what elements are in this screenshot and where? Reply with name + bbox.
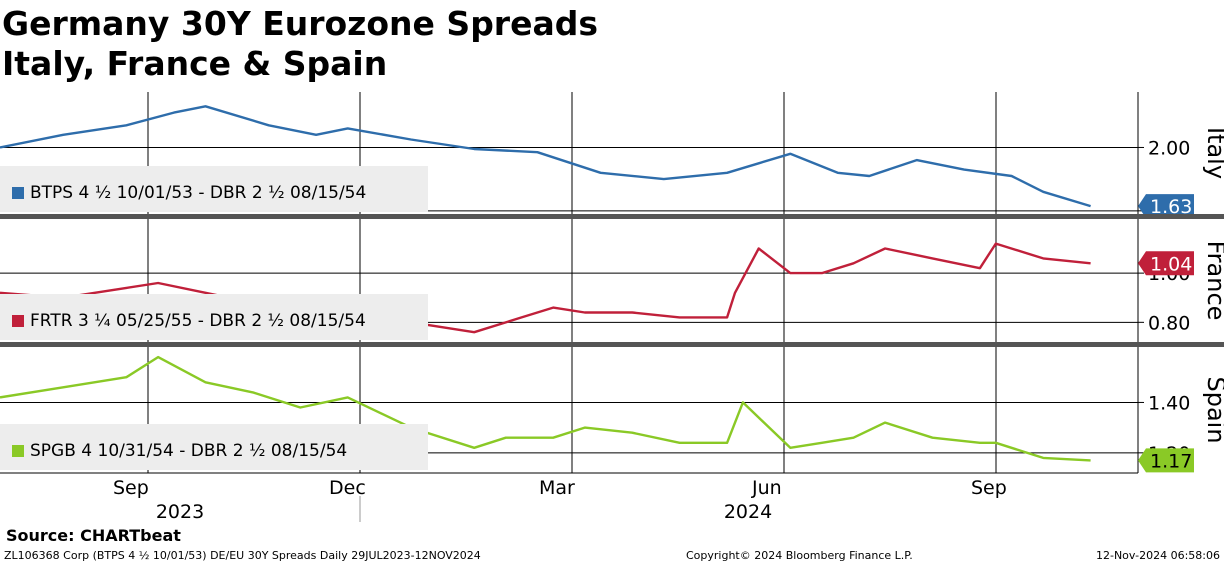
legend-label: FRTR 3 ¼ 05/25/55 - DBR 2 ½ 08/15/54 bbox=[30, 311, 366, 331]
y-tick-label: 2.00 bbox=[1148, 137, 1190, 159]
last-value-tag bbox=[1138, 251, 1194, 276]
panel-separator bbox=[0, 342, 1224, 347]
panel-separator bbox=[0, 214, 1224, 219]
legend-box bbox=[0, 166, 428, 212]
panel-name: France bbox=[1202, 241, 1224, 321]
x-year-label: 2024 bbox=[724, 501, 772, 523]
series-line-spain bbox=[0, 355, 1091, 462]
x-month-label: Jun bbox=[751, 477, 782, 499]
last-value-label: 1.04 bbox=[1150, 253, 1192, 275]
footer-timestamp: 12-Nov-2024 06:58:06 bbox=[1095, 549, 1220, 562]
last-value-tag bbox=[1138, 194, 1194, 219]
legend-box bbox=[0, 424, 428, 470]
footer-security-info: ZL106368 Corp (BTPS 4 ½ 10/01/53) DE/EU … bbox=[4, 549, 481, 562]
last-value-tag bbox=[1138, 448, 1194, 473]
last-value-label: 1.17 bbox=[1150, 450, 1192, 472]
legend-swatch bbox=[12, 187, 24, 199]
panel-name: Italy bbox=[1202, 127, 1224, 179]
footer-copyright: Copyright© 2024 Bloomberg Finance L.P. bbox=[686, 549, 913, 562]
panel-spain: 1.401.20SPGB 4 10/31/54 - DBR 2 ½ 08/15/… bbox=[0, 347, 1224, 473]
last-value-label: 1.63 bbox=[1150, 196, 1192, 218]
legend-label: SPGB 4 10/31/54 - DBR 2 ½ 08/15/54 bbox=[30, 441, 347, 461]
legend-label: BTPS 4 ½ 10/01/53 - DBR 2 ½ 08/15/54 bbox=[30, 183, 366, 203]
y-tick-label: 0.80 bbox=[1148, 312, 1190, 334]
x-month-label: Sep bbox=[971, 477, 1007, 499]
series-line-italy bbox=[0, 105, 1091, 208]
source-label: Source: CHARTbeat bbox=[6, 526, 181, 545]
legend-swatch bbox=[12, 315, 24, 327]
x-month-label: Dec bbox=[329, 477, 366, 499]
panel-name: Spain bbox=[1202, 376, 1224, 443]
chart-title-line1: Germany 30Y Eurozone Spreads bbox=[2, 4, 598, 43]
x-month-label: Sep bbox=[113, 477, 149, 499]
x-year-label: 2023 bbox=[156, 501, 204, 523]
y-tick-label: 1.40 bbox=[1148, 392, 1190, 414]
x-month-label: Mar bbox=[539, 477, 575, 499]
panel-italy: 2.001.60BTPS 4 ½ 10/01/53 - DBR 2 ½ 08/1… bbox=[0, 92, 1224, 223]
legend-box bbox=[0, 294, 428, 340]
legend-swatch bbox=[12, 445, 24, 457]
chart-title-line2: Italy, France & Spain bbox=[2, 44, 388, 83]
